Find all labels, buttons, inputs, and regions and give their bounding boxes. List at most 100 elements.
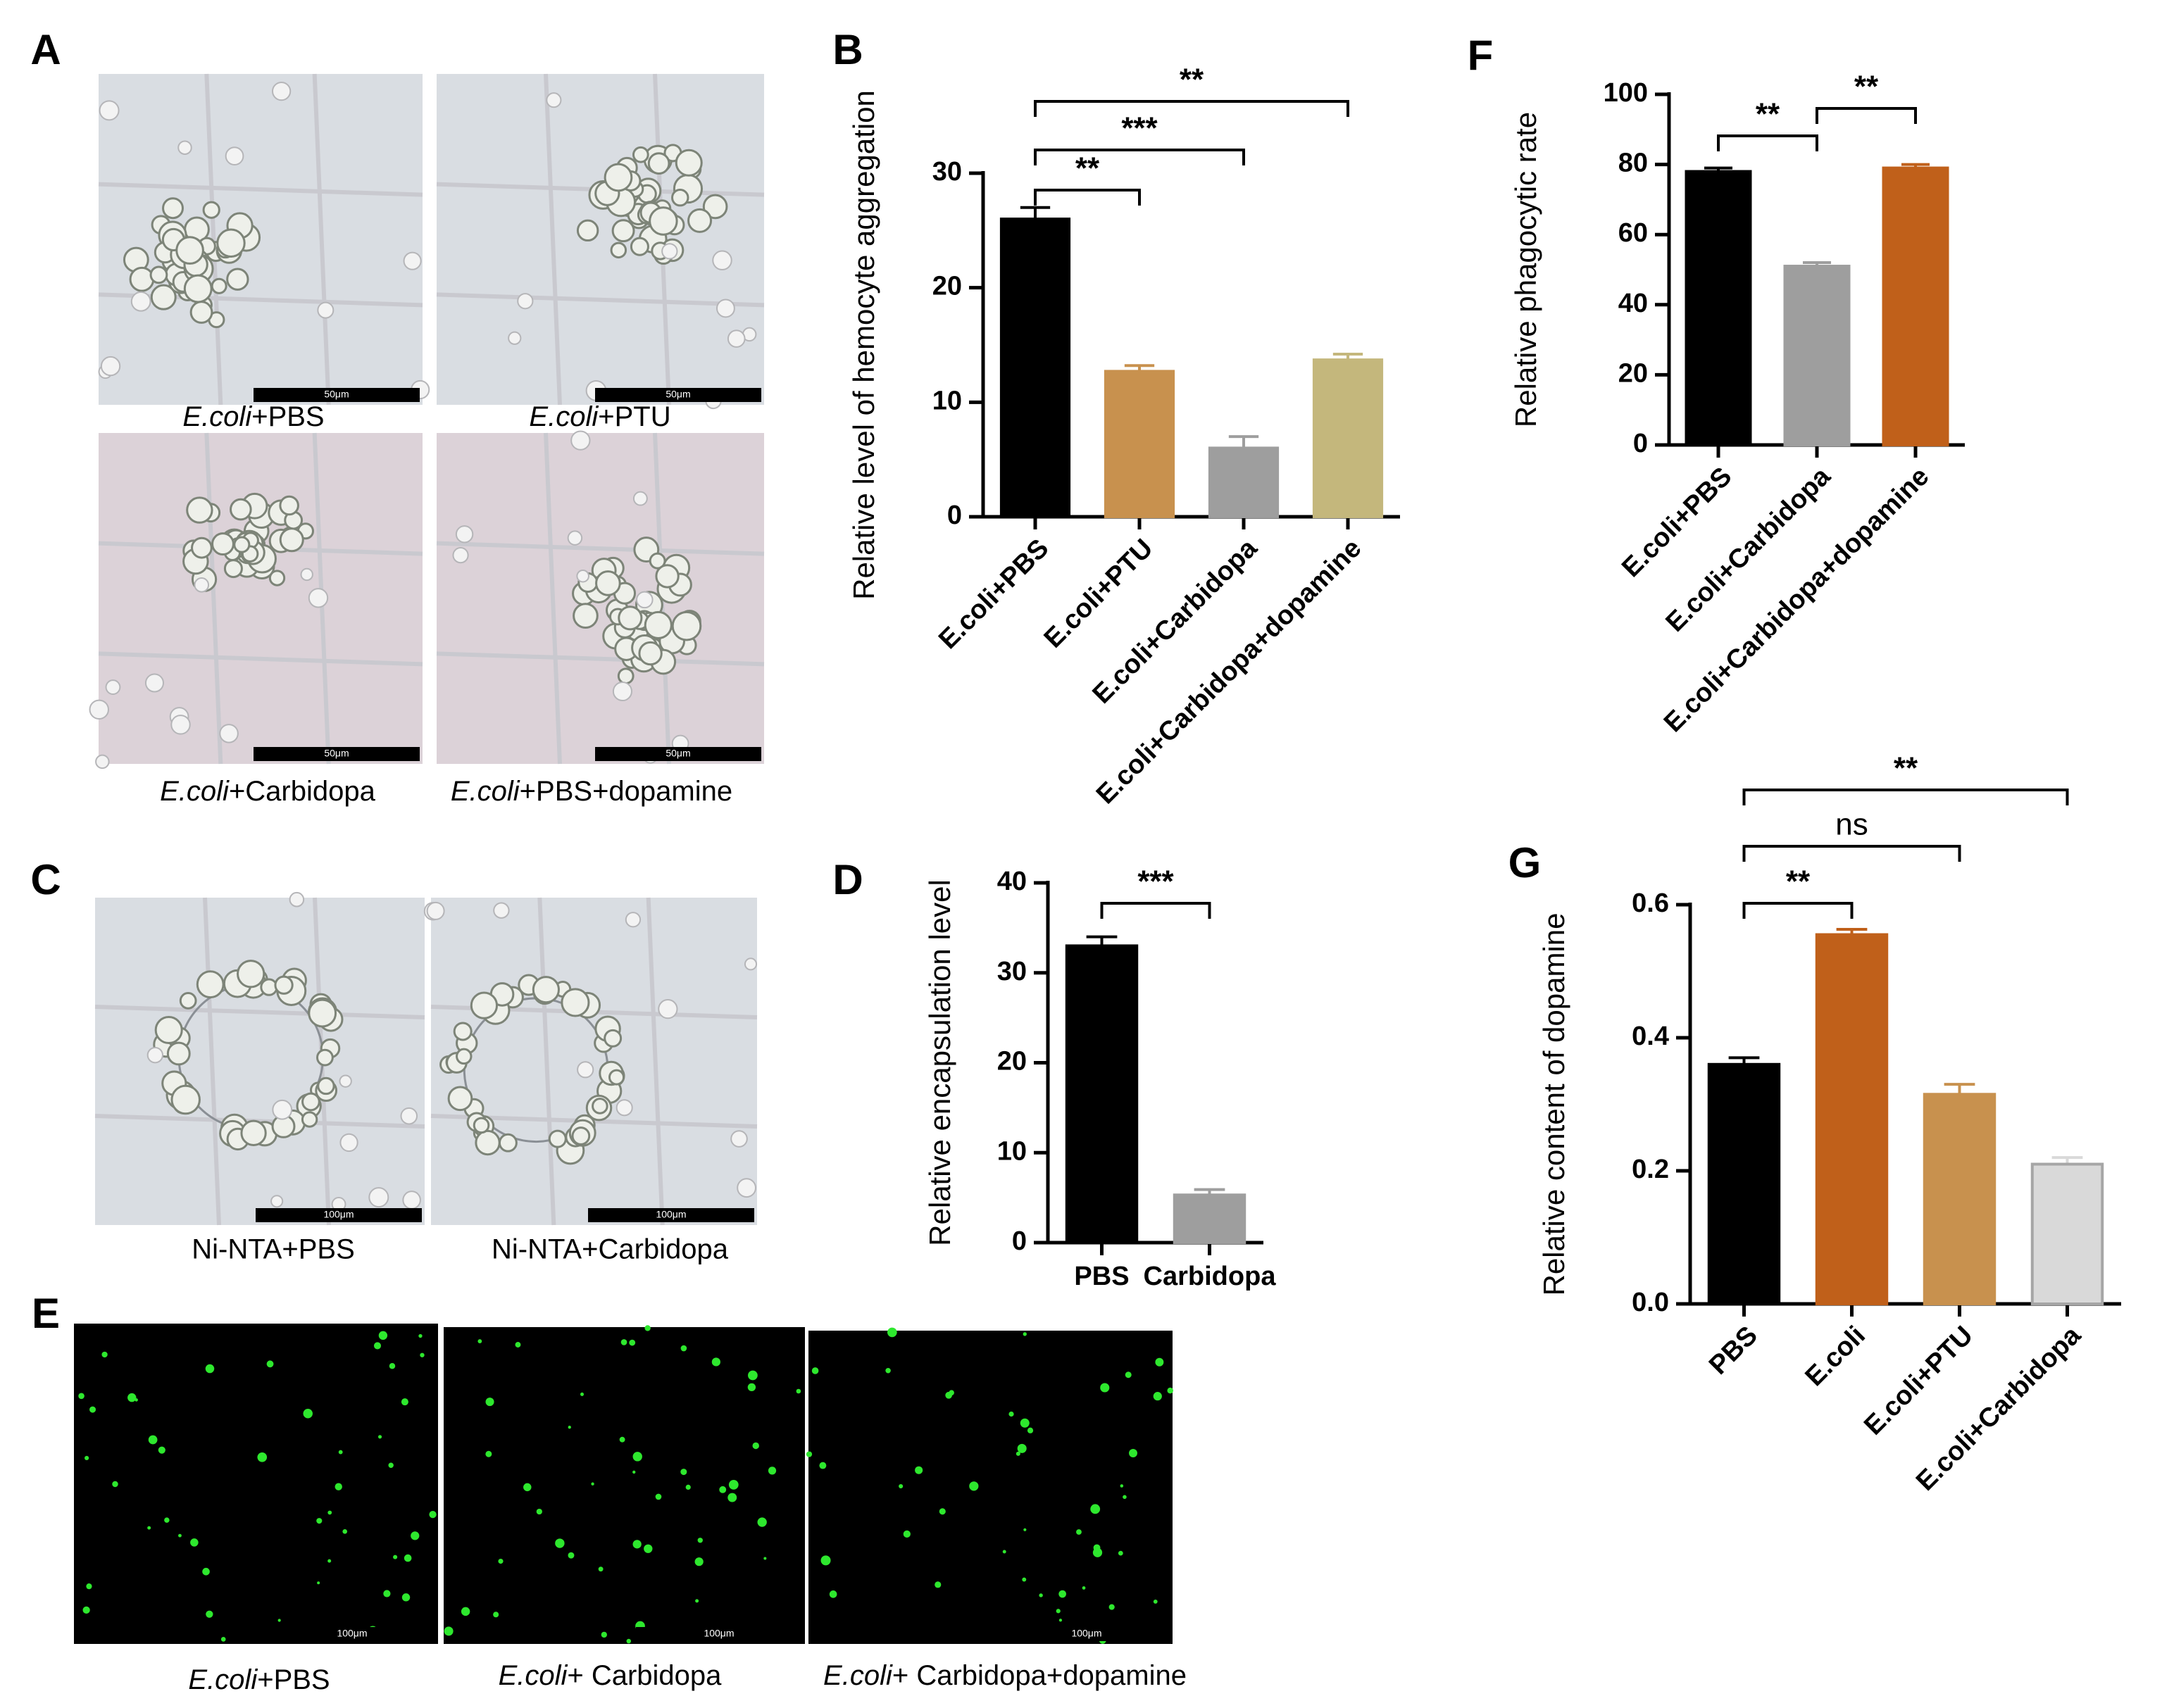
micrograph: 100μm: [74, 1324, 438, 1644]
scale-bar: [254, 747, 420, 761]
fluorescent-dot: [202, 1567, 210, 1576]
fluorescent-dot: [644, 1544, 653, 1553]
panel-label: A: [30, 26, 61, 73]
cell: [183, 274, 213, 303]
y-axis-label: Relative level of hemocyte aggregation: [847, 90, 880, 600]
image-grid: [204, 73, 223, 406]
cell: [194, 577, 210, 593]
fluorescent-dot: [796, 1388, 801, 1394]
significance-label: ***: [1121, 111, 1158, 146]
significance-bracket: [1816, 107, 1917, 124]
cell: [240, 1119, 267, 1146]
fluorescent-dot: [752, 1442, 759, 1450]
cell: [567, 530, 583, 546]
cell: [595, 570, 621, 596]
fluorescent-dot: [1058, 1590, 1066, 1598]
image-grid: [98, 651, 423, 667]
cell: [630, 237, 649, 256]
fluorescent-dot: [811, 1367, 819, 1374]
cell: [177, 140, 192, 155]
scale-bar-label: 50μm: [666, 389, 690, 400]
cell: [368, 1187, 389, 1208]
cell: [149, 265, 168, 284]
fluorescent-dot: [220, 1636, 226, 1642]
significance-bracket: [1717, 134, 1818, 151]
y-tick-label: 0.4: [1632, 1022, 1669, 1051]
cell: [571, 1126, 591, 1145]
y-tick-label: 0: [947, 501, 962, 530]
significance-bracket: [1034, 189, 1141, 206]
fluorescent-dot: [523, 1483, 532, 1492]
fluorescent-dot: [277, 1619, 281, 1622]
fluorescent-dot: [885, 1368, 891, 1374]
fluorescent-dot: [86, 1583, 92, 1590]
fluorescent-dot: [711, 1357, 720, 1367]
fluorescent-dot: [632, 1540, 642, 1549]
fluorescent-dot: [680, 1469, 687, 1476]
y-tick-label: 30: [997, 957, 1027, 986]
cell: [644, 610, 673, 639]
fluorescent-dot: [1123, 1495, 1127, 1500]
y-tick-label: 0: [1012, 1226, 1027, 1256]
fluorescent-dot: [819, 1462, 827, 1469]
fluorescent-dot: [555, 1538, 565, 1548]
caption: E.coli+ Carbidopa+dopamine: [823, 1660, 1187, 1691]
cell: [592, 1098, 608, 1114]
fluorescent-dot: [536, 1508, 542, 1515]
cell: [671, 188, 689, 207]
scale-bar-label: 50μm: [324, 389, 349, 400]
fluorescent-dot: [1155, 1357, 1164, 1367]
cell: [317, 1076, 335, 1095]
fluorescent-dot: [887, 1327, 897, 1338]
cell: [308, 588, 329, 608]
image-background: [431, 898, 757, 1225]
cell: [189, 301, 213, 324]
y-tick-label: 20: [1618, 358, 1648, 388]
caption-italic: E.coli: [188, 1664, 258, 1695]
y-tick-label: 40: [997, 867, 1027, 896]
caption: E.coli+PBS: [188, 1664, 330, 1695]
caption-italic: E.coli: [499, 1660, 568, 1691]
image-background: [74, 1324, 438, 1644]
micrograph: 50μm: [436, 430, 765, 765]
fluorescent-dot: [1129, 1449, 1137, 1457]
cell: [455, 525, 474, 544]
micrograph: 50μm: [98, 73, 430, 406]
cell: [233, 536, 251, 553]
image-background: [437, 74, 764, 405]
fluorescent-dot: [580, 1392, 585, 1396]
fluorescent-dot: [768, 1467, 777, 1475]
fluorescent-dot: [949, 1390, 954, 1395]
cell: [426, 901, 445, 920]
cell: [166, 1041, 191, 1066]
cell: [744, 957, 758, 971]
cell: [186, 496, 213, 524]
fluorescent-dot: [820, 1555, 831, 1566]
fluorescent-dot: [401, 1398, 408, 1406]
cell: [175, 236, 204, 265]
fluorescent-dot: [829, 1590, 837, 1598]
fluorescent-dot: [335, 1483, 342, 1490]
bar: [1707, 1062, 1781, 1306]
cell: [618, 605, 643, 631]
micrograph: 50μm: [436, 73, 765, 410]
fluorescent-dot: [389, 1362, 396, 1369]
cell: [339, 1133, 358, 1153]
cell: [196, 970, 225, 999]
fluorescent-dot: [316, 1518, 323, 1524]
bar: [1923, 1093, 1997, 1305]
y-tick-label: 0.6: [1632, 888, 1669, 918]
fluorescent-dot: [303, 1408, 313, 1419]
cell: [105, 679, 121, 695]
cell: [532, 976, 560, 1004]
fluorescent-dot: [685, 1484, 691, 1490]
panel-label: D: [832, 856, 863, 903]
fluorescent-dot: [342, 1528, 348, 1534]
micrograph: 100μm: [444, 1325, 805, 1644]
cell: [649, 206, 678, 236]
cell: [202, 201, 220, 219]
cell: [225, 146, 244, 166]
cell: [561, 988, 590, 1017]
fluorescent-dot: [806, 1451, 813, 1457]
fluorescent-dot: [939, 1508, 946, 1515]
